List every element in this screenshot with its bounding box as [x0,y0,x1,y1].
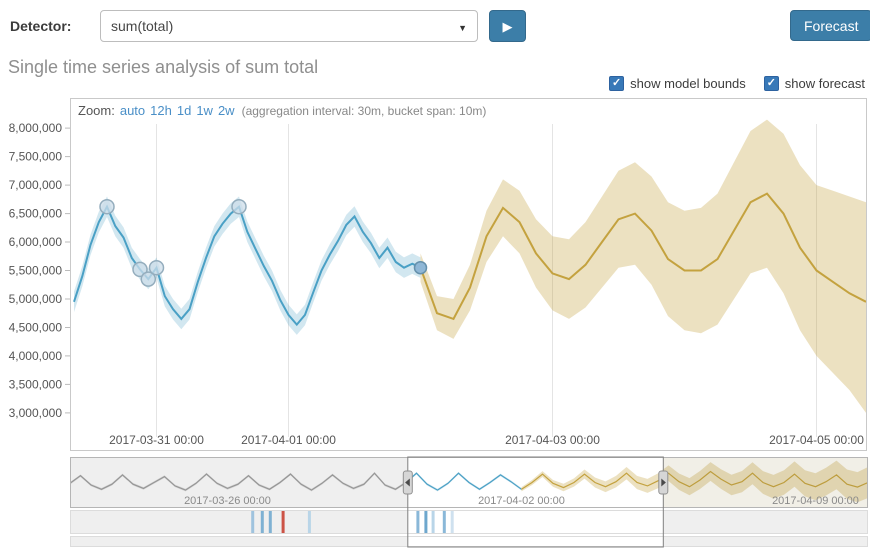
y-axis-label: 6,000,000 [9,235,63,249]
zoom-option-1d[interactable]: 1d [176,103,192,118]
anomaly-marker[interactable] [140,271,157,287]
y-axis-label: 3,500,000 [9,377,63,391]
x-axis-label: 2017-04-03 00:00 [505,433,600,447]
zoom-option-auto[interactable]: auto [119,103,146,118]
chart-area: Zoom: auto 12h 1d 1w 2w (aggregation interval:… [0,94,870,560]
toggle-model-bounds[interactable]: show model bounds [609,76,746,91]
play-icon [503,20,513,33]
context-axis-label: 2017-04-09 00:00 [772,495,859,507]
forecast-bounds-band [420,119,866,413]
swimlane-event-tick[interactable] [268,511,272,533]
checkbox-checked-icon[interactable] [609,76,625,91]
zoom-label: Zoom: [78,103,115,118]
arrow-right-icon [661,478,666,487]
swimlane-event-tick[interactable] [260,511,264,533]
x-axis-label: 2017-04-01 00:00 [241,433,336,447]
zoom-option-1w[interactable]: 1w [196,103,213,118]
brush-selection[interactable] [407,456,664,548]
y-axis-label: 5,500,000 [9,264,63,278]
swimlane-event-tick[interactable] [307,511,311,533]
y-axis-label: 4,500,000 [9,321,63,335]
swimlane-event-tick[interactable] [416,511,420,533]
swimlane-selected-region[interactable] [407,511,664,533]
forecast-button[interactable]: Forecast [790,10,870,41]
navigator-mask-left[interactable] [70,457,408,508]
actual-series-line [73,204,421,327]
navigator-mask-right[interactable] [663,457,869,508]
chevron-down-icon [458,18,467,34]
toggle-forecast[interactable]: show forecast [763,76,865,91]
anomaly-marker[interactable] [132,261,148,278]
zoom-option-2w[interactable]: 2w [217,103,235,118]
forecast-series-line [419,192,866,321]
checkbox-checked-icon[interactable] [763,76,779,91]
arrow-left-icon [405,478,410,487]
swimlane-event-tick[interactable] [450,511,454,533]
context-axis-label: 2017-04-02 00:00 [478,495,565,507]
detector-select-value: sum(total) [111,18,174,34]
y-axis-label: 3,000,000 [9,406,63,420]
play-button[interactable] [489,10,526,42]
swimlane-event-tick[interactable] [281,511,285,533]
detector-label: Detector: [10,18,72,34]
context-band-forecast [521,460,868,503]
toggle-model-bounds-label: show model bounds [630,76,746,91]
swimlane-event-tick[interactable] [442,511,446,533]
model-bounds-band [74,196,421,335]
anomaly-marker[interactable] [99,198,115,215]
y-axis-label: 7,500,000 [9,150,63,164]
y-axis-label: 8,000,000 [9,121,63,135]
context-navigator[interactable]: 2017-03-26 00:00 2017-04-02 00:00 2017-04-… [0,456,870,550]
toggle-forecast-label: show forecast [784,76,865,91]
context-line-forecast [521,470,868,490]
latest-value-marker[interactable] [413,260,428,275]
context-line-past [70,472,407,491]
y-axis-label: 4,000,000 [9,349,63,363]
anomaly-marker[interactable] [231,198,247,215]
context-axis-label: 2017-03-26 00:00 [184,495,271,507]
context-band-past [70,471,406,492]
y-axis-label: 7,000,000 [9,178,63,192]
time-series-chart[interactable]: 2017-03-31 00:00 2017-04-01 00:00 2017-04-… [0,94,870,456]
swimlane-event-tick[interactable] [431,511,435,533]
zoom-controls: Zoom: auto 12h 1d 1w 2w (aggregation interval:… [78,103,486,118]
anomaly-marker[interactable] [148,259,165,276]
y-axis-label: 6,500,000 [9,207,63,221]
x-axis-label: 2017-03-31 00:00 [109,433,204,447]
y-axis-label: 5,000,000 [9,292,63,306]
detector-select[interactable]: sum(total) [100,10,478,42]
plot-border [70,98,867,451]
page-title: Single time series analysis of sum total [8,57,319,77]
chart-toggles: show model bounds show forecast [609,76,865,91]
swimlane-event-tick[interactable] [251,511,255,533]
x-axis-label: 2017-04-05 00:00 [769,433,864,447]
zoom-option-12h[interactable]: 12h [150,103,172,118]
swimlane-event-tick[interactable] [424,511,428,533]
swimlane-secondary-selected [407,537,664,546]
context-line-actual [405,472,522,491]
aggregation-info: (aggregation interval: 30m, bucket span:… [241,104,487,118]
